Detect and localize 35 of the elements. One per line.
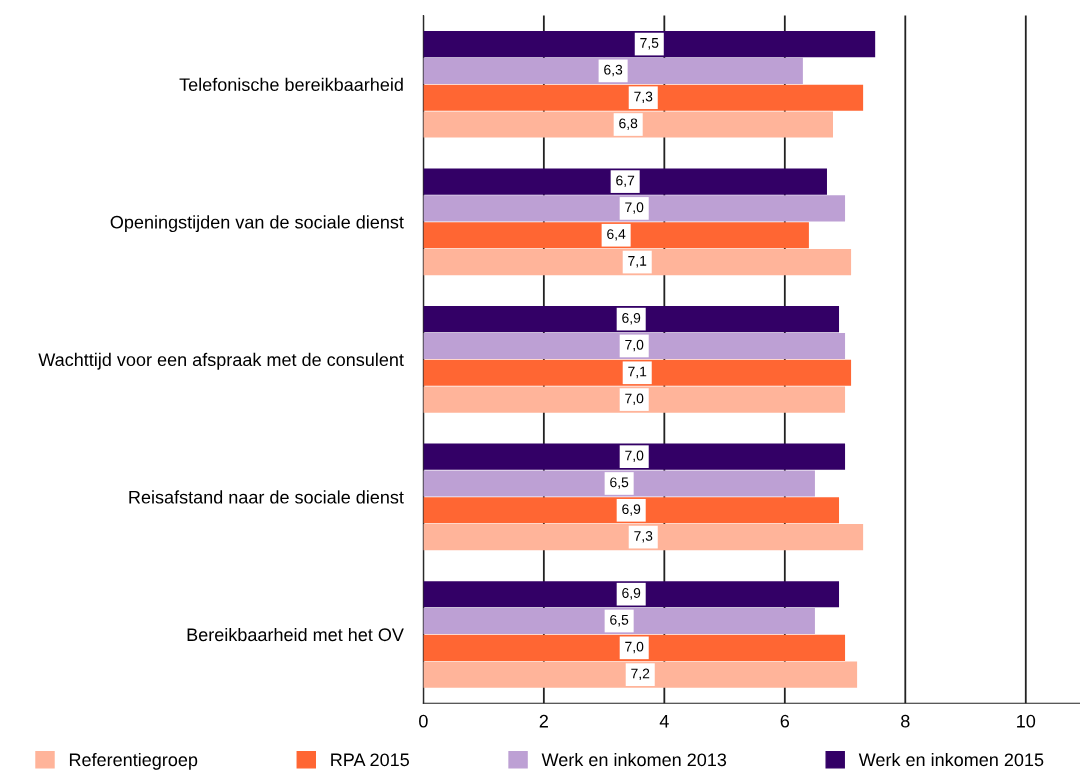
- data-label: 7,1: [628, 366, 647, 379]
- data-label: 7,0: [625, 202, 644, 214]
- data-label: 6,9: [622, 504, 641, 516]
- data-label: 6,8: [619, 118, 638, 130]
- data-label: 7,0: [625, 641, 644, 654]
- data-label: 7,3: [634, 531, 653, 543]
- data-label: 7,5: [640, 38, 659, 50]
- data-label: 6,7: [616, 175, 635, 187]
- data-label: 7,0: [625, 450, 644, 463]
- y-tick-label: Wachttijd voor een afspraak met de consulent: [38, 352, 404, 370]
- x-tick-label: 6: [780, 714, 790, 728]
- data-label: 6,9: [622, 313, 641, 325]
- data-label: 6,4: [607, 229, 626, 241]
- legend-label: RPA 2015: [331, 753, 409, 767]
- data-label: 6,5: [610, 614, 629, 627]
- legend-label: Werk en inkomen 2013: [541, 752, 727, 767]
- data-label: 6,5: [610, 477, 629, 489]
- x-tick-label: 10: [1017, 714, 1036, 728]
- data-label: 7,2: [631, 668, 650, 681]
- data-label: 7,3: [634, 91, 653, 104]
- x-tick-label: 4: [659, 714, 669, 728]
- legend-label: Referentiegroep: [69, 752, 198, 770]
- x-tick-label: 2: [539, 714, 548, 728]
- y-tick-label: Bereikbaarheid met het OV: [187, 627, 404, 642]
- legend-label: Werk en inkomen 2015: [858, 752, 1044, 767]
- y-tick-label: Telefonische bereikbaarheid: [179, 77, 403, 92]
- data-label: 7,0: [625, 393, 644, 405]
- x-tick-label: 0: [419, 714, 428, 728]
- x-tick-label: 8: [901, 714, 910, 728]
- data-label: 6,9: [622, 588, 641, 600]
- data-label: 7,1: [628, 256, 647, 268]
- data-label: 7,0: [625, 339, 644, 352]
- data-label: 6,3: [604, 64, 623, 77]
- y-tick-label: Openingstijden van de sociale dienst: [110, 215, 404, 233]
- y-tick-label: Reisafstand naar de sociale dienst: [129, 490, 404, 504]
